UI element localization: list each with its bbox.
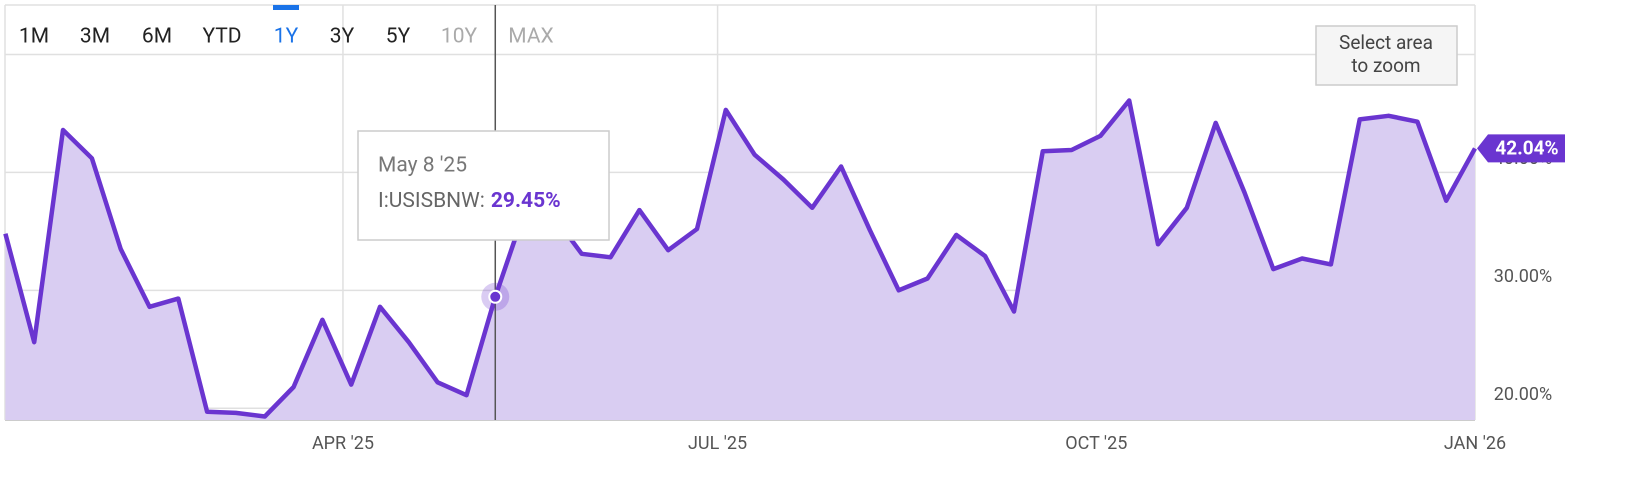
zoom-hint: to zoom [1351,54,1420,77]
range-button[interactable]: 1M [19,25,49,49]
x-tick-label: JUL '25 [688,433,747,454]
hover-point [488,289,503,304]
zoom-hint: Select area [1339,31,1433,54]
active-indicator [273,5,299,10]
range-button: MAX [508,25,553,49]
y-tick-label: 20.00% [1494,384,1552,405]
tooltip-row: I:USISBNW: 29.45% [378,189,561,213]
plot-area [3,4,1477,421]
last-value-label: 42.04% [1495,136,1558,159]
x-tick-label: OCT '25 [1065,433,1127,454]
range-button: 10Y [441,25,478,49]
x-tick-label: APR '25 [312,433,374,454]
line [3,98,1477,419]
range-button[interactable]: 3Y [330,25,355,49]
range-button[interactable]: 3M [80,25,110,49]
tooltip-label: I:USISBNW: [378,189,485,213]
area [5,100,1475,420]
tooltip-title: May 8 '25 [378,154,467,178]
range-button[interactable]: 6M [142,25,172,49]
x-tick-label: JAN '26 [1444,433,1506,454]
range-button[interactable]: 5Y [386,25,411,49]
y-tick-label: 30.00% [1494,266,1552,287]
zoom-hint-box[interactable] [1315,25,1458,86]
tooltip-value: 29.45% [491,189,561,213]
range-button[interactable]: YTD [202,25,241,49]
range-button[interactable]: 1Y [274,25,299,49]
tooltip-box [357,130,610,241]
last-value-badge [1477,134,1565,163]
